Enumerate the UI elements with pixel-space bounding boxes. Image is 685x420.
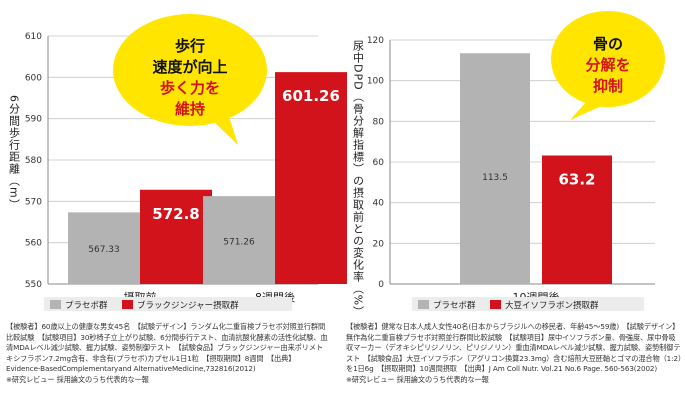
bubble-body (113, 14, 267, 126)
y-tick-label: 0 (378, 280, 384, 290)
data-label: 572.8 (152, 205, 199, 223)
legend-swatch (418, 300, 429, 309)
legend: プラセボ群 大豆イソフラボン摂取群 (412, 297, 644, 311)
bubble-text-line: 維持 (175, 100, 205, 118)
legend-entry: 大豆イソフラボン摂取群 (505, 300, 599, 311)
data-label: 567.33 (88, 245, 120, 255)
bubble-text-line: 抑制 (593, 77, 623, 95)
bar-treatment (542, 155, 612, 284)
bar-placebo (68, 212, 140, 284)
bubble-text-line: 歩行 (175, 37, 205, 55)
y-tick-label: 40 (373, 199, 385, 209)
y-tick-label: 60 (373, 158, 385, 168)
bar-placebo (460, 53, 530, 284)
y-axis-label: 6分間歩行距離（m） (8, 95, 21, 211)
y-tick-label: 600 (25, 73, 42, 83)
legend-swatch (50, 300, 61, 309)
y-tick-label: 580 (25, 156, 42, 166)
bubble-text-line: 分解を (585, 56, 630, 74)
legend-swatch (122, 300, 133, 309)
y-tick-label: 550 (25, 280, 42, 290)
y-tick-label: 590 (25, 115, 42, 125)
bubble-text-line: 歩く力を (160, 79, 220, 97)
bubble-text-line: 骨の (593, 35, 623, 53)
study-note-right: 【被験者】健常な日本人成人女性40名(日本からブラジルへの移民者、年齢45〜59… (346, 322, 682, 384)
data-label: 571.26 (223, 237, 255, 247)
legend-entry: プラセボ群 (65, 300, 108, 311)
legend-entry: ブラックジンジャー摂取群 (137, 300, 239, 311)
legend: プラセボ群 ブラックジンジャー摂取群 (44, 297, 292, 311)
data-label: 601.26 (282, 87, 340, 105)
data-label: 63.2 (558, 170, 595, 188)
chart-1: 550 560 570 580 590 600 610 6分間歩行距離（m） 567.33 572… (8, 14, 347, 311)
bar-treatment (140, 189, 212, 284)
bar-treatment (275, 72, 347, 284)
bubble-text-line: 速度が向上 (152, 58, 227, 76)
legend-swatch (490, 300, 501, 309)
legend-box (44, 297, 292, 311)
y-tick-label: 570 (25, 197, 42, 207)
y-tick-label: 100 (367, 77, 384, 87)
y-tick-label: 560 (25, 239, 42, 249)
y-tick-label: 610 (25, 32, 42, 42)
y-tick-label: 80 (373, 117, 385, 127)
study-note-left: 【被験者】60歳以上の健康な男女45名 【試験デザイン】ランダム化二重盲検プラセ… (6, 322, 328, 384)
legend-box (412, 297, 644, 311)
data-label: 113.5 (482, 173, 508, 183)
bubble-body (551, 11, 665, 107)
y-tick-label: 20 (373, 239, 385, 249)
legend-entry: プラセボ群 (433, 300, 476, 311)
bar-placebo (203, 196, 275, 284)
y-axis-label: 尿中DPD（骨分解指標）の摂取前との変化率（%） (352, 40, 365, 318)
y-tick-label: 120 (367, 36, 384, 46)
